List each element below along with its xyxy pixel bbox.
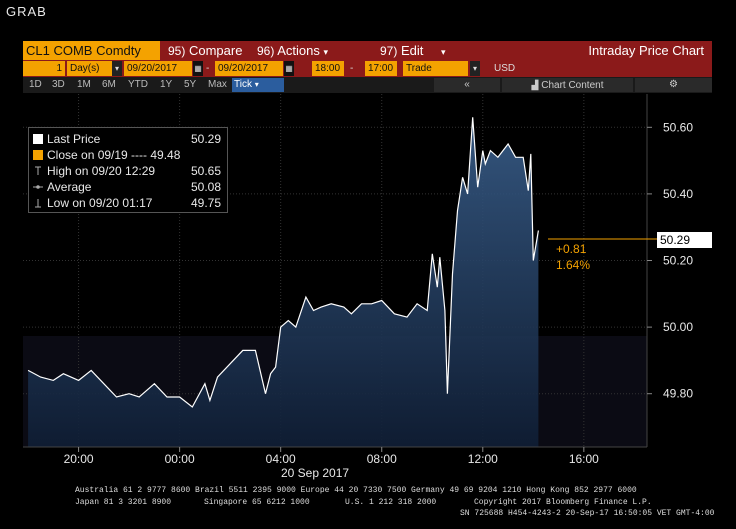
y-tick-label: 50.60: [663, 120, 693, 134]
legend-label: Low on 09/20 01:17: [47, 196, 153, 210]
low-marker-icon: [35, 199, 41, 208]
end-time-field[interactable]: 17:00: [365, 61, 397, 76]
period-1d[interactable]: 1D: [29, 79, 42, 90]
price-line: [27, 117, 539, 408]
legend-high: High on 09/20 12:29 50.65: [33, 163, 223, 179]
chart-content-button[interactable]: ▟ Chart Content: [502, 78, 633, 92]
period-unit-dropdown-icon[interactable]: ▾: [112, 61, 122, 76]
legend-average: Average 50.08: [33, 179, 223, 195]
chart-title: Intraday Price Chart: [588, 43, 704, 58]
x-tick-label: 16:00: [569, 452, 599, 466]
footer-serial: SN 725688 H454-4243-2 20-Sep-17 16:50:05…: [460, 509, 715, 518]
y-tick-label: 50.00: [663, 320, 693, 334]
average-marker-icon: [33, 185, 43, 189]
market-dropdown-icon[interactable]: ▾: [470, 61, 480, 76]
compare-num: 95): [168, 44, 186, 58]
compare-label: Compare: [188, 43, 243, 58]
legend-value: 49.75: [190, 196, 221, 210]
edit-label: Edit: [400, 43, 424, 58]
footer-us: U.S. 1 212 318 2000: [345, 498, 437, 507]
close-swatch-icon: [33, 150, 43, 160]
parameters-bar: 1 Day(s) ▾ 09/20/2017 ▦ - 09/20/2017 ▦ 1…: [23, 60, 712, 77]
actions-label: Actions: [277, 43, 320, 58]
start-time-field[interactable]: 18:00: [312, 61, 344, 76]
y-tick-label: 49.80: [663, 387, 693, 401]
legend-value: 50.29: [190, 132, 221, 146]
price-series: [27, 117, 539, 448]
start-calendar-icon[interactable]: ▦: [193, 61, 203, 76]
period-max[interactable]: Max: [208, 79, 227, 90]
chart-content-icon: ▟: [531, 80, 539, 90]
x-tick-label: 00:00: [165, 452, 195, 466]
legend-last-price: Last Price 50.29: [33, 131, 223, 147]
legend-label: High on 09/20 12:29: [47, 164, 156, 178]
x-tick-label: 08:00: [367, 452, 397, 466]
edit-menu[interactable]: 97) Edit ▾: [380, 41, 446, 60]
x-tick-label: 20:00: [64, 452, 94, 466]
x-tick-label: 12:00: [468, 452, 498, 466]
footer-singapore: Singapore 65 6212 1000: [204, 498, 310, 507]
legend: Last Price 50.29 Close on 09/19 ---- 49.…: [28, 127, 228, 213]
legend-low: Low on 09/20 01:17 49.75: [33, 195, 223, 211]
actions-num: 96): [257, 44, 275, 58]
start-date-field[interactable]: 09/20/2017: [124, 61, 192, 76]
legend-close: Close on 09/19 ---- 49.48: [33, 147, 223, 163]
y-tick-label: 50.20: [663, 254, 693, 268]
settings-gear-icon[interactable]: ⚙: [635, 78, 712, 92]
period-ytd[interactable]: YTD: [128, 79, 148, 90]
market-field[interactable]: Trade: [403, 61, 468, 76]
x-tick-label: 04:00: [266, 452, 296, 466]
period-6m[interactable]: 6M: [102, 79, 116, 90]
period-1m[interactable]: 1M: [77, 79, 91, 90]
footer-japan: Japan 81 3 3201 8900: [75, 498, 172, 507]
period-5y[interactable]: 5Y: [184, 79, 197, 90]
legend-label: Close on 09/19 ---- 49.48: [47, 148, 181, 162]
compare-menu[interactable]: 95) Compare: [168, 41, 242, 60]
period-unit-field[interactable]: Day(s): [67, 61, 112, 76]
edit-num: 97): [380, 44, 398, 58]
period-count-field[interactable]: 1: [23, 61, 65, 76]
price-area: [28, 117, 539, 448]
legend-label: Last Price: [47, 132, 101, 146]
footer-contacts: Australia 61 2 9777 8600 Brazil 5511 239…: [75, 486, 637, 495]
time-separator: -: [350, 63, 354, 74]
footer-copyright: Copyright 2017 Bloomberg Finance L.P.: [474, 498, 652, 507]
change-percent: 1.64%: [556, 258, 591, 272]
currency-label: USD: [494, 63, 516, 74]
period-bar: 1D 3D 1M 6M YTD 1Y 5Y Max Tick ▾ « ▟ Cha…: [23, 77, 712, 93]
x-axis-ticks: 20:00 00:00 04:00 08:00 12:00 16:00: [64, 447, 599, 466]
date-separator: -: [206, 63, 210, 74]
change-absolute: +0.81: [556, 242, 587, 256]
x-date-label: 20 Sep 2017: [281, 466, 350, 480]
legend-value: 50.08: [190, 180, 221, 194]
legend-value: 50.65: [190, 164, 221, 178]
window-label: GRAB: [6, 4, 47, 19]
collapse-button[interactable]: «: [434, 78, 500, 92]
last-price-tag: 50.29: [657, 232, 712, 248]
period-1y[interactable]: 1Y: [160, 79, 173, 90]
period-tick[interactable]: Tick ▾: [232, 78, 284, 92]
end-date-field[interactable]: 09/20/2017: [215, 61, 283, 76]
end-calendar-icon[interactable]: ▦: [284, 61, 294, 76]
period-tick-dropdown-icon: ▾: [254, 80, 259, 89]
command-bar: CL1 COMB Comdty 95) Compare 96) Actions …: [23, 41, 712, 60]
edit-dropdown-icon: ▾: [441, 47, 446, 57]
y-axis-ticks: 50.60 50.40 50.20 50.00 49.80: [647, 120, 693, 401]
period-3d[interactable]: 3D: [52, 79, 65, 90]
ticker-field[interactable]: CL1 COMB Comdty: [23, 41, 160, 60]
actions-dropdown-icon: ▾: [323, 47, 329, 57]
actions-menu[interactable]: 96) Actions ▾: [257, 41, 328, 60]
last-price-swatch-icon: [33, 134, 43, 144]
chart-content-label: Chart Content: [541, 80, 604, 91]
period-tick-label: Tick: [234, 79, 252, 90]
high-marker-icon: [35, 166, 41, 175]
y-tick-label: 50.40: [663, 187, 693, 201]
legend-label: Average: [47, 180, 92, 194]
